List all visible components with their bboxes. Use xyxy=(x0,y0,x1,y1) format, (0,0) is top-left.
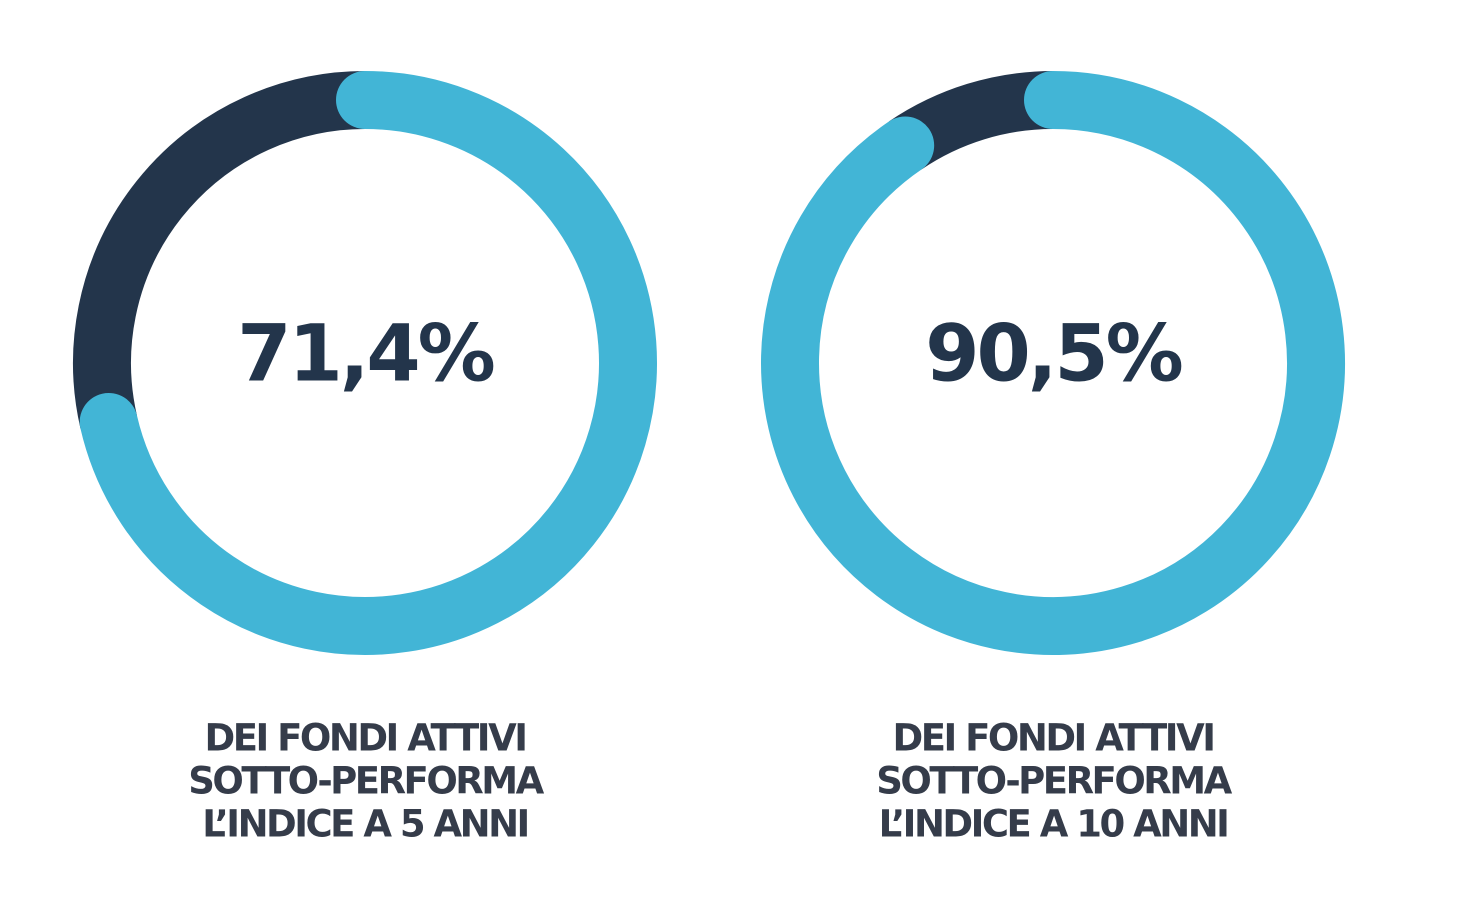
donut-segment xyxy=(761,71,1345,655)
caption-line: L’INDICE A 10 ANNI xyxy=(879,803,1228,846)
center-value-label: 71,4% xyxy=(237,309,493,399)
caption-line: SOTTO-PERFORMA xyxy=(876,760,1232,803)
center-value-label: 90,5% xyxy=(925,309,1181,399)
caption-line: DEI FONDI ATTIVI xyxy=(893,717,1214,760)
donut-segment xyxy=(73,71,366,429)
caption-line: L’INDICE A 5 ANNI xyxy=(202,803,528,846)
donut-segment xyxy=(79,71,657,655)
caption-line: SOTTO-PERFORMA xyxy=(188,760,544,803)
caption-line: DEI FONDI ATTIVI xyxy=(205,717,526,760)
